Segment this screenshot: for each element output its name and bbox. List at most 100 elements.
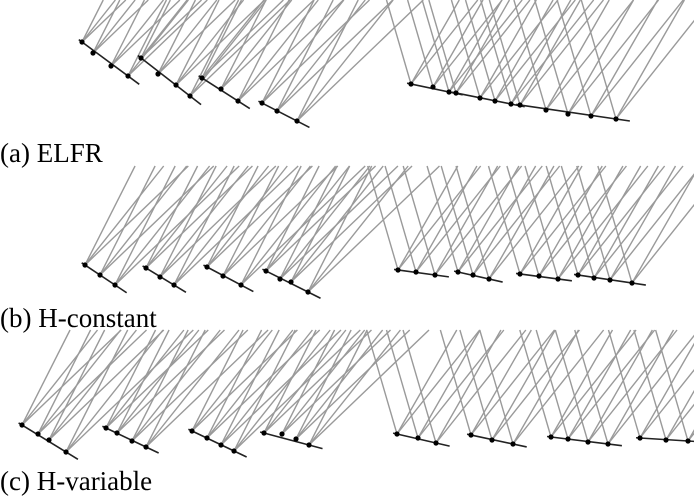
- baseline-segment: [393, 268, 449, 278]
- ray-line: [145, 329, 240, 448]
- baseline-segment: [142, 265, 187, 293]
- sample-point: [408, 81, 414, 87]
- ray-line: [397, 165, 459, 271]
- sample-point: [413, 269, 419, 275]
- ray-line: [240, 165, 302, 286]
- sample-point: [218, 86, 224, 92]
- sample-point: [543, 107, 549, 113]
- sample-point: [663, 437, 669, 443]
- ray-line: [84, 165, 165, 266]
- sample-point: [470, 272, 476, 278]
- sample-point: [637, 435, 643, 441]
- ray-line: [513, 0, 547, 111]
- baseline-segment: [203, 264, 254, 293]
- ray-line: [488, 165, 580, 280]
- ray-line: [434, 165, 523, 276]
- ray-line: [48, 329, 137, 441]
- ray-line: [487, 165, 521, 275]
- sample-point: [455, 269, 461, 275]
- ray-line: [206, 165, 288, 268]
- ray-line: [550, 329, 637, 438]
- ray-line: [510, 0, 572, 105]
- baseline-segment: [453, 270, 503, 283]
- ray-line: [488, 0, 521, 106]
- ray-line: [175, 0, 245, 86]
- ray-line: [609, 173, 694, 281]
- ray-line: [435, 329, 502, 444]
- ray-line: [308, 329, 401, 446]
- ray-line: [37, 329, 92, 435]
- ray-line: [590, 0, 684, 117]
- ray-line: [127, 0, 168, 77]
- ray-line: [206, 329, 263, 439]
- sample-point: [613, 116, 619, 122]
- ray-line: [116, 329, 200, 434]
- sample-point: [395, 267, 401, 273]
- ray-line: [426, 165, 459, 273]
- baseline-segment: [188, 428, 247, 458]
- sample-point: [199, 75, 205, 81]
- ray-line: [307, 165, 373, 293]
- ray-line: [439, 329, 472, 436]
- ray-line: [206, 329, 321, 439]
- ray-line: [265, 165, 320, 272]
- sample-point: [187, 93, 193, 99]
- ray-line: [222, 165, 280, 277]
- sample-point: [415, 435, 421, 441]
- ray-line: [175, 0, 220, 86]
- ray-line: [263, 329, 317, 434]
- ray-line: [220, 0, 267, 90]
- ray-line: [21, 329, 99, 426]
- ray-line: [157, 0, 197, 75]
- sample-point: [112, 282, 118, 288]
- ray-line: [65, 329, 194, 453]
- sample-point: [536, 273, 542, 279]
- sample-point: [143, 265, 149, 271]
- sample-point: [492, 98, 498, 104]
- ray-line: [470, 329, 532, 436]
- ray-line: [538, 165, 603, 277]
- ray-line: [534, 0, 569, 115]
- ray-line: [590, 0, 659, 117]
- ray-line: [415, 165, 478, 273]
- baseline-segment: [259, 431, 323, 450]
- sample-point: [468, 432, 474, 438]
- ray-line: [295, 329, 411, 440]
- ray-line: [145, 165, 199, 269]
- ray-line: [384, 165, 417, 273]
- ray-line: [220, 0, 315, 90]
- ray-line: [65, 329, 129, 453]
- ray-line: [631, 173, 694, 284]
- sample-point: [394, 431, 400, 437]
- ray-line: [65, 329, 164, 453]
- ray-line: [365, 329, 398, 435]
- ray-line: [597, 165, 633, 284]
- ray-line: [99, 165, 156, 276]
- sample-point: [477, 95, 483, 101]
- ray-line: [92, 0, 149, 54]
- ray-line: [84, 165, 189, 266]
- ray-line: [574, 329, 609, 445]
- ray-line: [263, 329, 347, 434]
- ray-line: [524, 165, 559, 280]
- ray-line: [114, 165, 211, 286]
- ray-line: [665, 403, 694, 441]
- ray-line: [281, 329, 336, 435]
- ray-line: [434, 165, 499, 276]
- ray-line: [145, 165, 228, 269]
- ray-line: [519, 165, 583, 275]
- ray-line: [290, 165, 351, 283]
- ray-line: [237, 0, 290, 102]
- ray-line: [191, 329, 273, 432]
- ray-line: [81, 0, 127, 43]
- sample-point: [430, 84, 436, 90]
- ray-line: [455, 165, 490, 280]
- ray-line: [281, 329, 366, 435]
- ray-line: [450, 0, 481, 99]
- ray-line: [296, 0, 424, 122]
- baseline-segment: [392, 432, 450, 447]
- sample-point: [35, 431, 41, 437]
- caption-a: (a) ELFR: [0, 138, 103, 168]
- ray-line: [550, 329, 614, 438]
- ray-line: [654, 329, 689, 442]
